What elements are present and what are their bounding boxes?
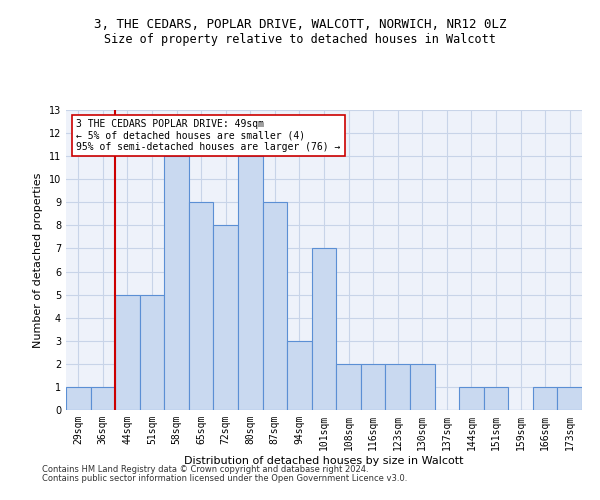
Bar <box>484 387 508 410</box>
Bar <box>91 387 115 410</box>
Bar <box>115 294 140 410</box>
Bar <box>336 364 361 410</box>
Bar <box>238 156 263 410</box>
Bar <box>533 387 557 410</box>
Bar <box>385 364 410 410</box>
Bar <box>312 248 336 410</box>
Bar <box>557 387 582 410</box>
Text: 3 THE CEDARS POPLAR DRIVE: 49sqm
← 5% of detached houses are smaller (4)
95% of : 3 THE CEDARS POPLAR DRIVE: 49sqm ← 5% of… <box>76 119 341 152</box>
Bar <box>214 226 238 410</box>
Y-axis label: Number of detached properties: Number of detached properties <box>33 172 43 348</box>
Bar <box>164 156 189 410</box>
Bar <box>66 387 91 410</box>
Bar <box>410 364 434 410</box>
Text: Size of property relative to detached houses in Walcott: Size of property relative to detached ho… <box>104 32 496 46</box>
Bar <box>361 364 385 410</box>
Bar <box>263 202 287 410</box>
Text: 3, THE CEDARS, POPLAR DRIVE, WALCOTT, NORWICH, NR12 0LZ: 3, THE CEDARS, POPLAR DRIVE, WALCOTT, NO… <box>94 18 506 30</box>
Text: Contains HM Land Registry data © Crown copyright and database right 2024.: Contains HM Land Registry data © Crown c… <box>42 466 368 474</box>
Bar <box>459 387 484 410</box>
Text: Contains public sector information licensed under the Open Government Licence v3: Contains public sector information licen… <box>42 474 407 483</box>
Bar <box>189 202 214 410</box>
Bar <box>140 294 164 410</box>
Bar <box>287 341 312 410</box>
X-axis label: Distribution of detached houses by size in Walcott: Distribution of detached houses by size … <box>184 456 464 466</box>
